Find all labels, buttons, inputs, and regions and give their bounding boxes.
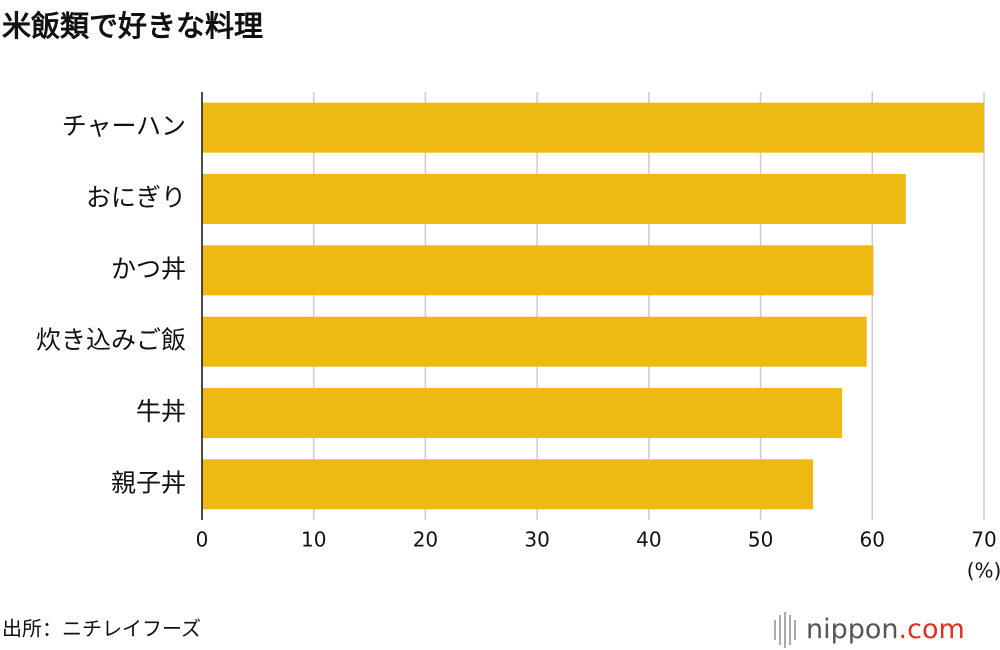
- x-tick-label: 10: [301, 528, 326, 552]
- x-tick-label: 0: [196, 528, 209, 552]
- y-tick-label: おにぎり: [86, 183, 186, 212]
- y-tick-label: チャーハン: [62, 112, 186, 141]
- brand: nippon.com: [806, 614, 965, 645]
- chart-title: 米飯類で好きな料理: [2, 9, 263, 43]
- bar: [202, 245, 874, 296]
- bar: [202, 388, 843, 438]
- y-tick-label: 親子丼: [111, 468, 186, 497]
- y-tick-label: 牛丼: [136, 397, 186, 426]
- x-tick-label: 50: [748, 528, 773, 552]
- brand-icon: [774, 612, 796, 648]
- source: 出所：ニチレイフーズ: [2, 617, 201, 641]
- x-tick-label: 30: [524, 528, 549, 552]
- x-tick-label: 40: [636, 528, 661, 552]
- y-tick-label: かつ丼: [111, 254, 186, 283]
- x-tick-label: 20: [413, 528, 438, 552]
- x-tick-label: 70: [971, 528, 996, 552]
- x-tick-label: 60: [860, 528, 885, 552]
- bar: [202, 459, 814, 510]
- x-unit: (%): [967, 559, 1000, 583]
- y-tick-label: 炊き込みご飯: [36, 326, 186, 355]
- bar: [202, 102, 984, 153]
- brand-name: nippon: [806, 614, 899, 645]
- bar: [202, 174, 906, 224]
- bar: [202, 316, 867, 367]
- brand-suffix: .com: [899, 614, 965, 645]
